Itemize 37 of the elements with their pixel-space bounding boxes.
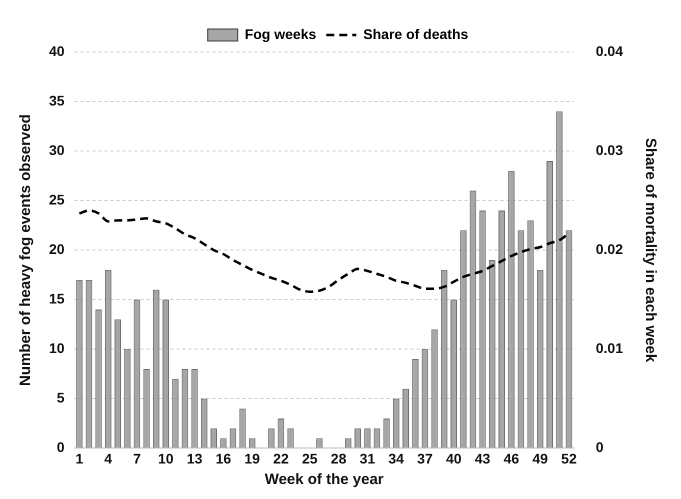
x-tick-label: 13 xyxy=(186,450,203,466)
y2-tick-label: 0 xyxy=(596,439,604,456)
y-axis-title: Number of heavy fog events observed xyxy=(17,114,34,386)
x-tick-label: 22 xyxy=(273,450,289,466)
x-tick-label: 19 xyxy=(244,450,260,466)
y2-tick-label: 0.04 xyxy=(596,42,624,59)
x-tick-label: 37 xyxy=(417,450,433,466)
y2-tick-label: 0.01 xyxy=(596,340,624,356)
x-tick-label: 31 xyxy=(360,450,376,466)
y-tick-label: 30 xyxy=(48,142,65,158)
x-tick-label: 49 xyxy=(532,450,548,466)
x-tick-label: 16 xyxy=(216,450,232,466)
x-tick-label: 7 xyxy=(133,450,142,466)
x-tick-label: 1 xyxy=(75,450,84,466)
y-tick-label: 20 xyxy=(48,240,65,257)
y-tick-label: 10 xyxy=(48,340,65,356)
x-tick-label: 52 xyxy=(561,450,577,466)
x-axis-title: Week of the year xyxy=(264,471,384,488)
y2-tick-label: 0.03 xyxy=(596,142,624,158)
y2-tick-label: 0.02 xyxy=(596,240,624,257)
x-tick-label: 10 xyxy=(158,450,174,466)
x-tick-label: 46 xyxy=(504,450,520,466)
x-tick-label: 40 xyxy=(446,450,462,466)
y-tick-label: 5 xyxy=(56,390,65,406)
legend-label: Share of deaths xyxy=(363,26,469,42)
y-tick-label: 15 xyxy=(48,290,65,306)
x-tick-label: 43 xyxy=(474,450,491,466)
y-tick-label: 35 xyxy=(48,92,65,108)
y-tick-label: 40 xyxy=(48,42,65,59)
legend-label: Fog weeks xyxy=(244,26,316,42)
y2-axis-title: Share of mortality in each week xyxy=(642,138,659,363)
y-tick-label: 25 xyxy=(48,191,65,208)
x-tick-label: 34 xyxy=(388,450,404,466)
y-tick-label: 0 xyxy=(56,439,65,456)
x-tick-label: 4 xyxy=(104,450,112,466)
x-tick-label: 28 xyxy=(330,450,347,466)
x-tick-label: 25 xyxy=(302,450,318,466)
